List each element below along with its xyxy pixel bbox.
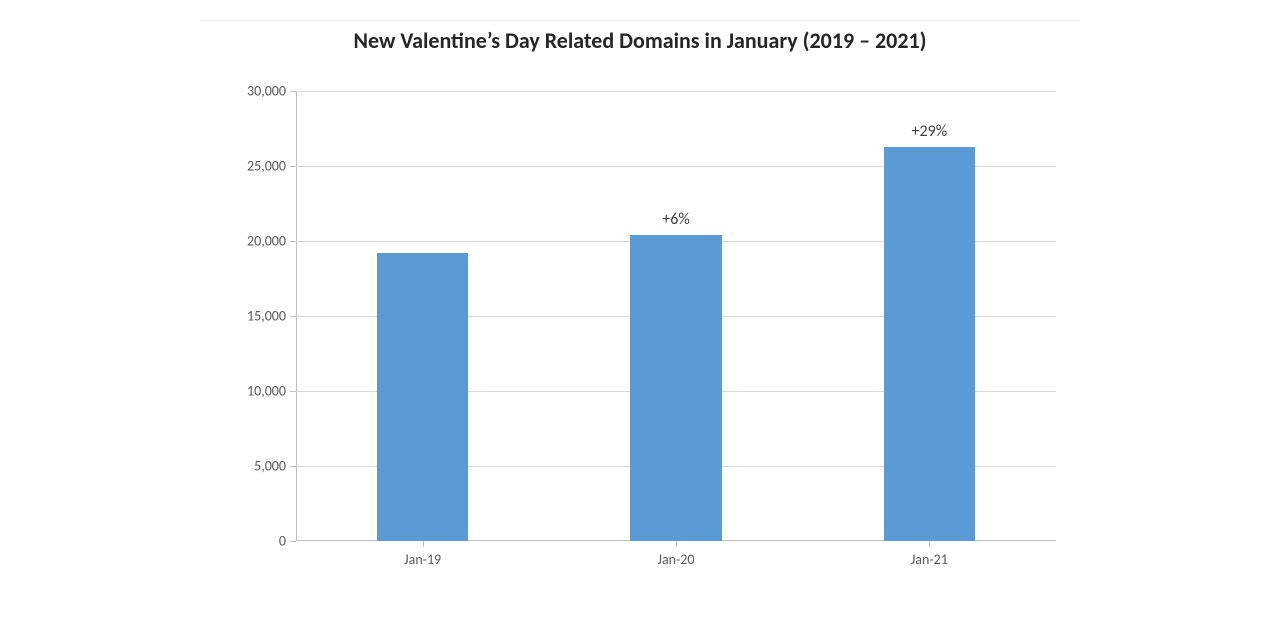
y-tick-label: 5,000 [254,458,296,475]
y-tick-label: 10,000 [247,383,296,400]
y-tick-label: 20,000 [247,233,296,250]
bar-data-label: +6% [662,210,690,229]
plot-area: 05,00010,00015,00020,00025,00030,000Jan-… [296,91,1056,541]
y-tick-label: 15,000 [247,308,296,325]
x-tick-label: Jan-20 [657,541,694,568]
chart-card: New Valentine’s Day Related Domains in J… [200,20,1080,621]
x-tick-label: Jan-21 [911,541,948,568]
page-root: New Valentine’s Day Related Domains in J… [0,0,1280,640]
y-tick-label: 0 [279,533,296,550]
bar-data-label: +29% [912,122,948,141]
chart-title: New Valentine’s Day Related Domains in J… [200,27,1080,54]
x-tick-label: Jan-19 [404,541,441,568]
y-tick-label: 25,000 [247,158,296,175]
bar [377,253,468,541]
bar [884,147,975,542]
y-tick-label: 30,000 [247,83,296,100]
gridline [296,91,1056,92]
bar [630,235,721,541]
